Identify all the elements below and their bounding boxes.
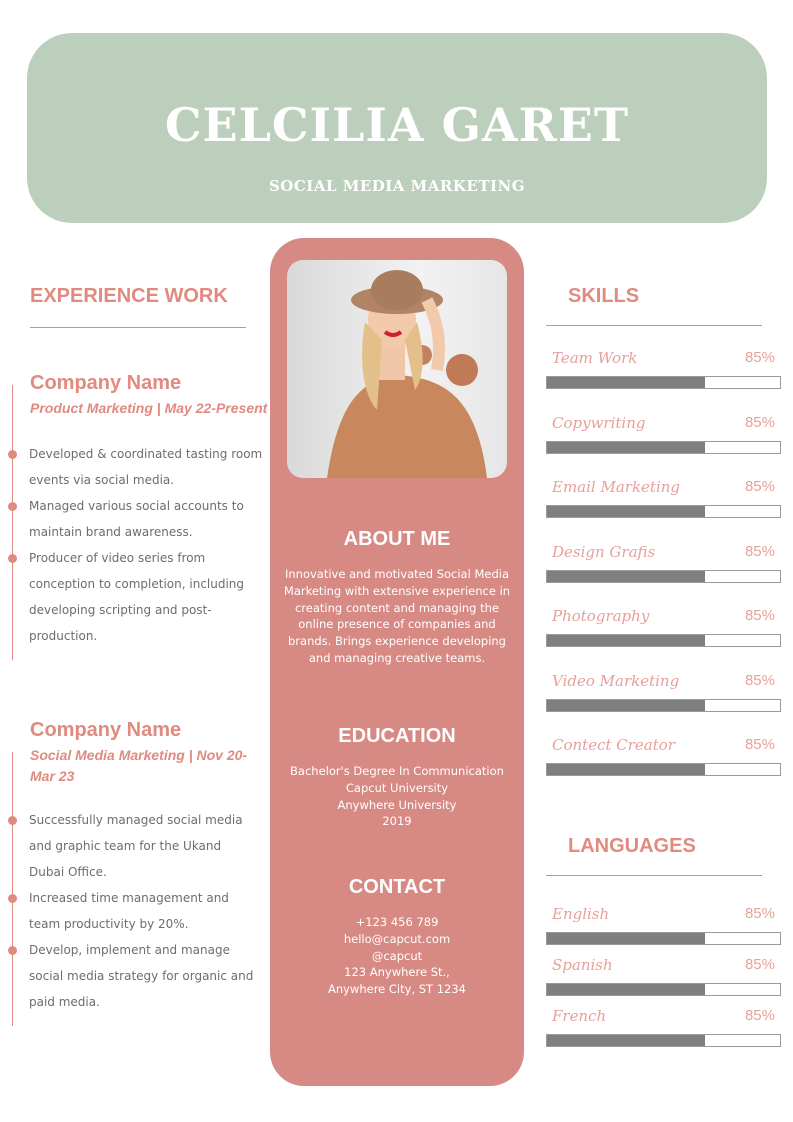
education-school: Capcut University bbox=[345, 780, 449, 795]
contact-handle: @capcut bbox=[371, 948, 423, 963]
header-banner: CELCILIA GARET SOCIAL MEDIA MARKETING bbox=[27, 33, 767, 223]
skill-bar-fill bbox=[547, 506, 706, 517]
skill-bar-fill bbox=[547, 441, 706, 453]
contact-phone: +123 456 789 bbox=[355, 915, 439, 929]
skill-percent: 85% bbox=[744, 413, 775, 431]
experience-divider bbox=[30, 327, 246, 328]
job-title-dates: Product Marketing | May 22-Present bbox=[30, 400, 268, 416]
education-title: EDUCATION bbox=[338, 725, 456, 747]
skill-label: Team Work bbox=[552, 349, 638, 367]
contact-address: 123 Anywhere St., bbox=[344, 965, 450, 980]
language-row: French 85% bbox=[546, 1007, 781, 1048]
skills-title: SKILLS bbox=[568, 285, 640, 307]
job-bullets: Successfully managed social media and gr… bbox=[8, 807, 254, 1015]
education-details: Bachelor's Degree In Communication Capcu… bbox=[280, 763, 514, 830]
education-degree: Bachelor's Degree In Communication bbox=[290, 764, 504, 778]
timeline-line bbox=[12, 385, 13, 660]
language-row: English 85% bbox=[546, 905, 781, 946]
skill-percent: 85% bbox=[744, 478, 775, 495]
skill-bar-fill bbox=[547, 570, 706, 582]
about-title: ABOUT ME bbox=[343, 528, 451, 550]
skill-bar-fill bbox=[547, 377, 706, 388]
skill-bar bbox=[546, 763, 781, 776]
bullet-dot-icon bbox=[8, 894, 17, 903]
job-bullet: Develop, implement and manage social med… bbox=[8, 937, 254, 1015]
language-label: French bbox=[552, 1007, 607, 1025]
language-percent: 85% bbox=[744, 905, 775, 922]
skill-label: Email Marketing bbox=[552, 478, 681, 496]
job-bullet: Increased time management and team produ… bbox=[8, 885, 254, 937]
skill-label: Copywriting bbox=[552, 413, 646, 432]
language-bar-fill bbox=[547, 984, 706, 995]
skill-percent: 85% bbox=[744, 349, 775, 366]
language-percent: 85% bbox=[744, 956, 775, 973]
experience-title: EXPERIENCE WORK bbox=[30, 285, 228, 307]
skill-label: Design Grafis bbox=[552, 542, 656, 561]
job-title-dates: Social Media Marketing | Nov 20-Mar 23 bbox=[30, 747, 248, 784]
skill-bar bbox=[546, 634, 781, 647]
skill-row: Video Marketing 85% bbox=[546, 672, 781, 713]
about-text: Innovative and motivated Social Media Ma… bbox=[283, 567, 511, 665]
contact-address: Anywhere City, ST 1234 bbox=[327, 982, 467, 997]
candidate-name: CELCILIA GARET bbox=[164, 98, 630, 152]
portrait-illustration bbox=[327, 270, 487, 478]
languages-divider bbox=[546, 875, 762, 876]
bullet-dot-icon bbox=[8, 450, 17, 459]
skill-bar bbox=[546, 698, 781, 712]
profile-photo bbox=[287, 260, 507, 478]
education-year: 2019 bbox=[382, 814, 412, 829]
bullet-dot-icon bbox=[8, 816, 17, 825]
center-panel: ABOUT ME Innovative and motivated Social… bbox=[270, 238, 524, 1086]
skill-label: Photography bbox=[552, 607, 650, 625]
language-bar-fill bbox=[547, 1035, 706, 1046]
language-bar-fill bbox=[547, 933, 706, 944]
education-school: Anywhere University bbox=[337, 797, 457, 812]
job-bullet: Successfully managed social media and gr… bbox=[8, 807, 254, 885]
skill-percent: 85% bbox=[744, 607, 775, 624]
languages-title: LANGUAGES bbox=[568, 835, 696, 857]
skill-percent: 85% bbox=[744, 542, 775, 560]
bullet-dot-icon bbox=[8, 946, 17, 955]
skill-row: Design Grafis 85% bbox=[546, 543, 781, 584]
language-percent: 85% bbox=[744, 1007, 775, 1024]
skill-bar bbox=[546, 505, 781, 518]
skill-label: Contect Creator bbox=[552, 736, 675, 754]
skill-percent: 85% bbox=[744, 671, 775, 689]
language-bar bbox=[546, 1034, 781, 1047]
language-label: Spanish bbox=[552, 956, 613, 974]
language-row: Spanish 85% bbox=[546, 956, 781, 997]
job-bullet: Producer of video series from conception… bbox=[8, 545, 264, 649]
skill-bar bbox=[546, 569, 781, 583]
skill-row: Photography 85% bbox=[546, 607, 781, 648]
language-label: English bbox=[552, 905, 610, 923]
contact-title: CONTACT bbox=[348, 876, 446, 898]
skill-percent: 85% bbox=[744, 736, 775, 753]
skills-divider bbox=[546, 325, 762, 326]
skill-row: Contect Creator 85% bbox=[546, 736, 781, 777]
contact-details: +123 456 789 hello@capcut.com @capcut 12… bbox=[280, 914, 514, 998]
skill-row: Copywriting 85% bbox=[546, 414, 781, 455]
skill-bar bbox=[546, 440, 781, 454]
skill-label: Video Marketing bbox=[552, 671, 680, 690]
skill-bar bbox=[546, 376, 781, 389]
skill-bar-fill bbox=[547, 699, 706, 711]
skill-bar-fill bbox=[547, 764, 706, 775]
skill-row: Team Work 85% bbox=[546, 349, 781, 390]
job-company: Company Name bbox=[30, 719, 182, 741]
job-company: Company Name bbox=[30, 372, 182, 394]
job-bullet: Managed various social accounts to maint… bbox=[8, 493, 264, 545]
timeline-line bbox=[12, 752, 13, 1026]
candidate-role: SOCIAL MEDIA MARKETING bbox=[268, 177, 526, 195]
language-bar bbox=[546, 932, 781, 945]
bullet-dot-icon bbox=[8, 502, 17, 511]
job-bullet: Developed & coordinated tasting room eve… bbox=[8, 441, 264, 493]
skill-row: Email Marketing 85% bbox=[546, 478, 781, 519]
contact-email: hello@capcut.com bbox=[343, 931, 451, 946]
job-bullets: Developed & coordinated tasting room eve… bbox=[8, 441, 264, 649]
bullet-dot-icon bbox=[8, 554, 17, 563]
skill-bar-fill bbox=[547, 635, 706, 646]
language-bar bbox=[546, 983, 781, 996]
